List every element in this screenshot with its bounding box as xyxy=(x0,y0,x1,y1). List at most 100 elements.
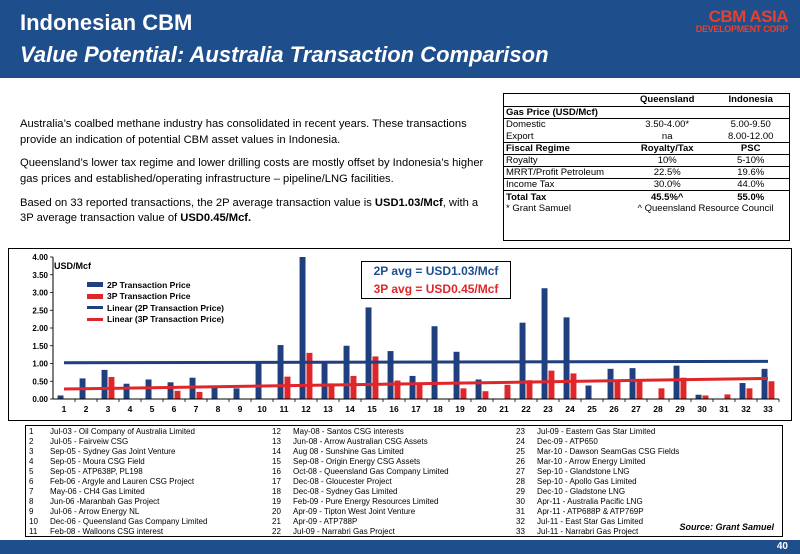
bar-2p xyxy=(563,317,570,399)
transaction-number: 23 xyxy=(516,427,525,436)
royalty-queensland: 10% xyxy=(657,155,677,167)
mrrt-indonesia: 19.6% xyxy=(712,166,789,179)
list-item: 27 Sep-10 - Glandstone LNG xyxy=(513,467,679,477)
transaction-label: Apr-11 - ATP688P & ATP769P xyxy=(537,507,644,516)
list-item: 32 Jul-11 - East Star Gas Limited xyxy=(513,517,679,527)
x-tick-label: 27 xyxy=(631,404,641,414)
x-tick-label: 20 xyxy=(477,404,487,414)
intro-paragraph-3: Based on 33 reported transactions, the 2… xyxy=(20,196,488,227)
list-item: 1 Jul-03 - Oil Company of Australia Limit… xyxy=(26,427,207,437)
y-axis-label: USD/Mcf xyxy=(54,261,92,271)
bar-2p xyxy=(343,345,350,399)
transaction-number: 3 xyxy=(29,447,34,456)
transaction-column-1: 1 Jul-03 - Oil Company of Australia Limit… xyxy=(26,427,207,537)
transaction-label: Dec-06 - Queensland Gas Company Limited xyxy=(50,517,208,526)
bar-2p xyxy=(629,368,636,399)
table-row: Export na 8.00-12.00 xyxy=(504,130,789,142)
bar-2p xyxy=(541,288,548,399)
x-tick-label: 15 xyxy=(367,404,377,414)
x-tick-label: 24 xyxy=(565,404,575,414)
transaction-label: Jul-05 - Fairveiw CSG xyxy=(50,437,129,446)
transaction-number: 16 xyxy=(272,467,281,476)
chart-canvas: 0.000.501.001.502.002.503.003.504.001 2 3 4… xyxy=(32,253,780,414)
x-tick-label: 10 xyxy=(257,404,267,414)
transaction-number: 11 xyxy=(29,527,38,536)
fiscal-queensland: Royalty/Tax xyxy=(622,141,713,155)
transaction-label: Sep-10 - Glandstone LNG xyxy=(537,467,630,476)
x-tick-label: 22 xyxy=(521,404,531,414)
x-tick-label: 7 xyxy=(194,404,199,414)
bar-3p xyxy=(306,352,313,399)
header-banner: Indonesian CBM Value Potential: Australi… xyxy=(0,0,800,78)
list-item: 13 Jun-08 - Arrow Australian CSG Assets xyxy=(269,437,449,447)
avg-3p-text: 3P avg = USD0.45/Mcf xyxy=(373,282,499,296)
transaction-label: Feb-08 - Walloons CSG interest xyxy=(50,527,164,536)
transaction-number: 2 xyxy=(29,437,34,446)
list-item: 24 Dec-09 - ATP650 xyxy=(513,437,679,447)
footer-bar: 40 xyxy=(0,540,800,554)
legend-line-3p xyxy=(87,317,103,321)
list-item: 14 Aug 08 - Sunshine Gas Limited xyxy=(269,447,449,457)
transaction-number: 12 xyxy=(272,427,281,436)
mrrt-label: MRRT/Profit Petroleum xyxy=(504,166,622,179)
x-tick-label: 19 xyxy=(455,404,465,414)
transaction-label: May-06 - CH4 Gas Limited xyxy=(50,487,145,496)
legend-label-2p: 2P Transaction Price xyxy=(107,279,191,290)
list-item: 16 Oct-08 - Queensland Gas Company Limite… xyxy=(269,467,449,477)
table-row: Income Tax 30.0% 44.0% xyxy=(504,178,789,191)
fiscal-heading: Fiscal Regime xyxy=(504,141,622,155)
bar-3p xyxy=(416,384,423,399)
transaction-column-3: 23 Jul-09 - Eastern Gas Star Limited 24 Dec… xyxy=(513,427,679,537)
intro-paragraph-2: Queensland’s lower tax regime and lower … xyxy=(20,157,484,186)
transaction-number: 10 xyxy=(29,517,38,526)
transaction-label: Apr-09 - ATP788P xyxy=(293,517,358,526)
table-footnote-row: * Grant Samuel ^ Queensland Resource Cou… xyxy=(504,203,789,215)
bar-2p xyxy=(57,395,64,399)
bar-2p xyxy=(673,365,680,399)
legend-item-linear-3p: Linear (3P Transaction Price) xyxy=(87,314,224,326)
domestic-label: Domestic xyxy=(506,118,546,130)
bar-3p xyxy=(174,390,181,399)
x-tick-label: 4 xyxy=(128,404,133,414)
transaction-label: Jul-09 - Narrabri Gas Project xyxy=(293,527,395,536)
intro-3p-value: USD0.45/Mcf. xyxy=(180,212,252,225)
bar-3p xyxy=(372,356,379,399)
transaction-label: Jul-03 - Oil Company of Australia Limite… xyxy=(50,427,195,436)
transaction-number: 29 xyxy=(516,487,525,496)
bar-2p xyxy=(277,345,284,399)
bar-2p xyxy=(255,361,262,399)
transaction-label: Mar-10 - Arrow Energy Limited xyxy=(537,457,646,466)
bar-3p xyxy=(636,379,643,399)
legend-label-3p: 3P Transaction Price xyxy=(107,291,191,302)
list-item: 8 Jun-06 -Maranbah Gas Project xyxy=(26,497,207,507)
list-item: 29 Dec-10 - Gladstone LNG xyxy=(513,487,679,497)
transaction-number: 19 xyxy=(272,497,281,506)
avg-2p-text: 2P avg = USD1.03/Mcf xyxy=(373,264,499,278)
legend-label-linear-2p: Linear (2P Transaction Price) xyxy=(107,302,224,313)
bar-3p xyxy=(284,376,291,399)
x-tick-label: 25 xyxy=(587,404,597,414)
list-item: 9 Jul-06 - Arrow Energy NL xyxy=(26,507,207,517)
transaction-label: Jul-09 - Eastern Gas Star Limited xyxy=(537,427,656,436)
x-tick-label: 29 xyxy=(675,404,685,414)
legend-swatch-3p xyxy=(87,293,103,299)
transaction-label: Dec-08 - Sydney Gas Limited xyxy=(293,487,398,496)
transaction-number: 25 xyxy=(516,447,525,456)
x-tick-label: 21 xyxy=(499,404,509,414)
bar-3p xyxy=(526,380,533,399)
footnote-left: * Grant Samuel xyxy=(506,203,571,215)
transaction-label: Jul-06 - Arrow Energy NL xyxy=(50,507,140,516)
x-tick-label: 2 xyxy=(84,404,89,414)
income-label: Income Tax xyxy=(504,178,622,191)
transaction-label: Feb-09 - Pure Energy Resources Limited xyxy=(293,497,439,506)
transaction-label: Jun-06 -Maranbah Gas Project xyxy=(50,497,160,506)
bar-3p xyxy=(680,377,687,399)
list-item: 4 Sep-05 - Moura CSG Field xyxy=(26,457,207,467)
domestic-indonesia: 5.00-9.50 xyxy=(730,118,771,130)
bar-3p xyxy=(570,373,577,399)
footnote-right: ^ Queensland Resource Council xyxy=(637,203,774,215)
transaction-number: 22 xyxy=(272,527,281,536)
transaction-number: 27 xyxy=(516,467,525,476)
transaction-label: Sep-05 - Moura CSG Field xyxy=(50,457,145,466)
x-tick-label: 17 xyxy=(411,404,421,414)
